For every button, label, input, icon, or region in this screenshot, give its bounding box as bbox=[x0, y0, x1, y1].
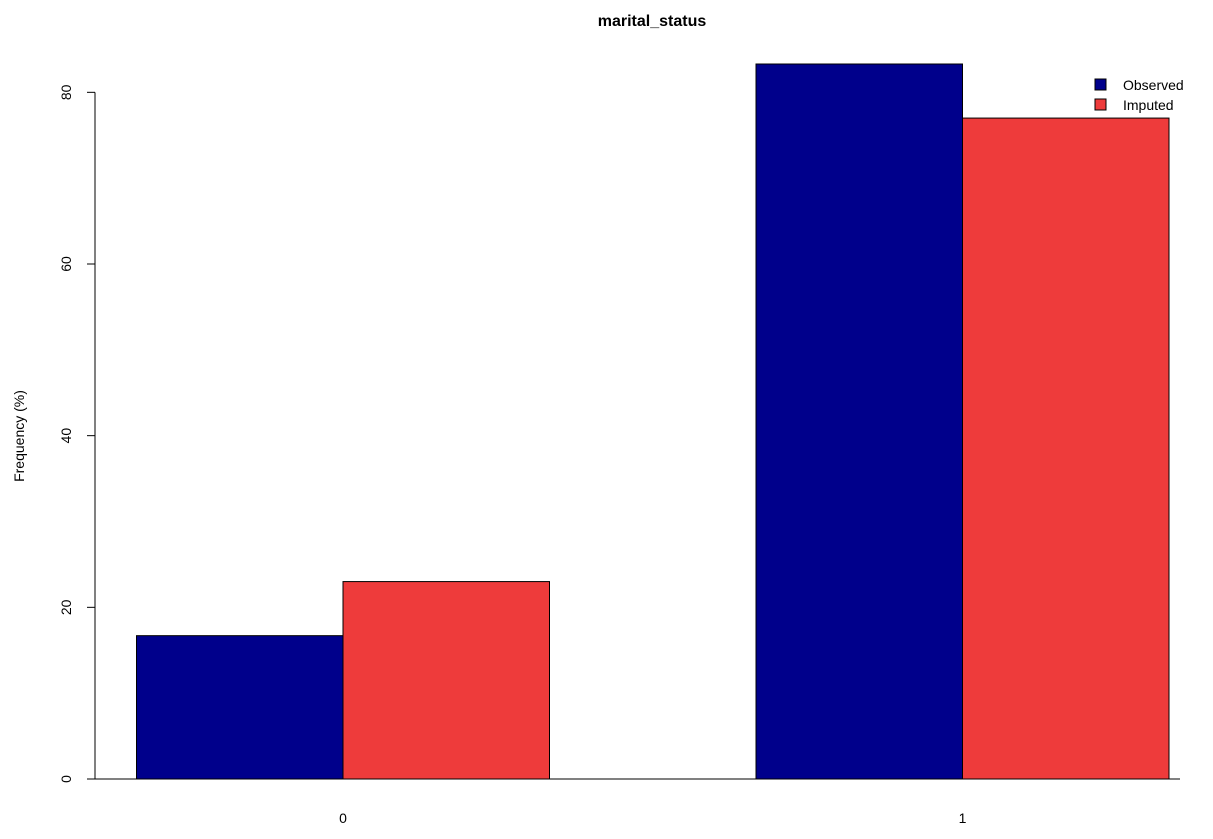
chart-title: marital_status bbox=[598, 13, 707, 30]
bars-layer bbox=[136, 63, 1170, 780]
legend: Observed Imputed bbox=[1094, 77, 1184, 113]
y-axis-label: Frequency (%) bbox=[11, 390, 27, 482]
y-tick-label: 80 bbox=[58, 84, 74, 100]
legend-label-observed: Observed bbox=[1123, 77, 1184, 93]
bar-imputed-1 bbox=[962, 117, 1170, 780]
y-tick-label: 40 bbox=[58, 428, 74, 444]
bar-observed-1 bbox=[755, 63, 963, 780]
legend-swatch-imputed bbox=[1094, 98, 1107, 111]
legend-swatch-observed bbox=[1094, 78, 1107, 91]
bar-imputed-0 bbox=[342, 581, 550, 780]
x-tick-label: 1 bbox=[959, 810, 967, 826]
y-tick-label: 20 bbox=[58, 599, 74, 615]
bar-observed-0 bbox=[136, 635, 344, 780]
y-axis: 0 20 40 60 80 bbox=[58, 84, 1180, 783]
y-tick-label: 0 bbox=[58, 775, 74, 783]
x-tick-label: 0 bbox=[339, 810, 347, 826]
legend-label-imputed: Imputed bbox=[1123, 97, 1174, 113]
y-tick-label: 60 bbox=[58, 256, 74, 272]
